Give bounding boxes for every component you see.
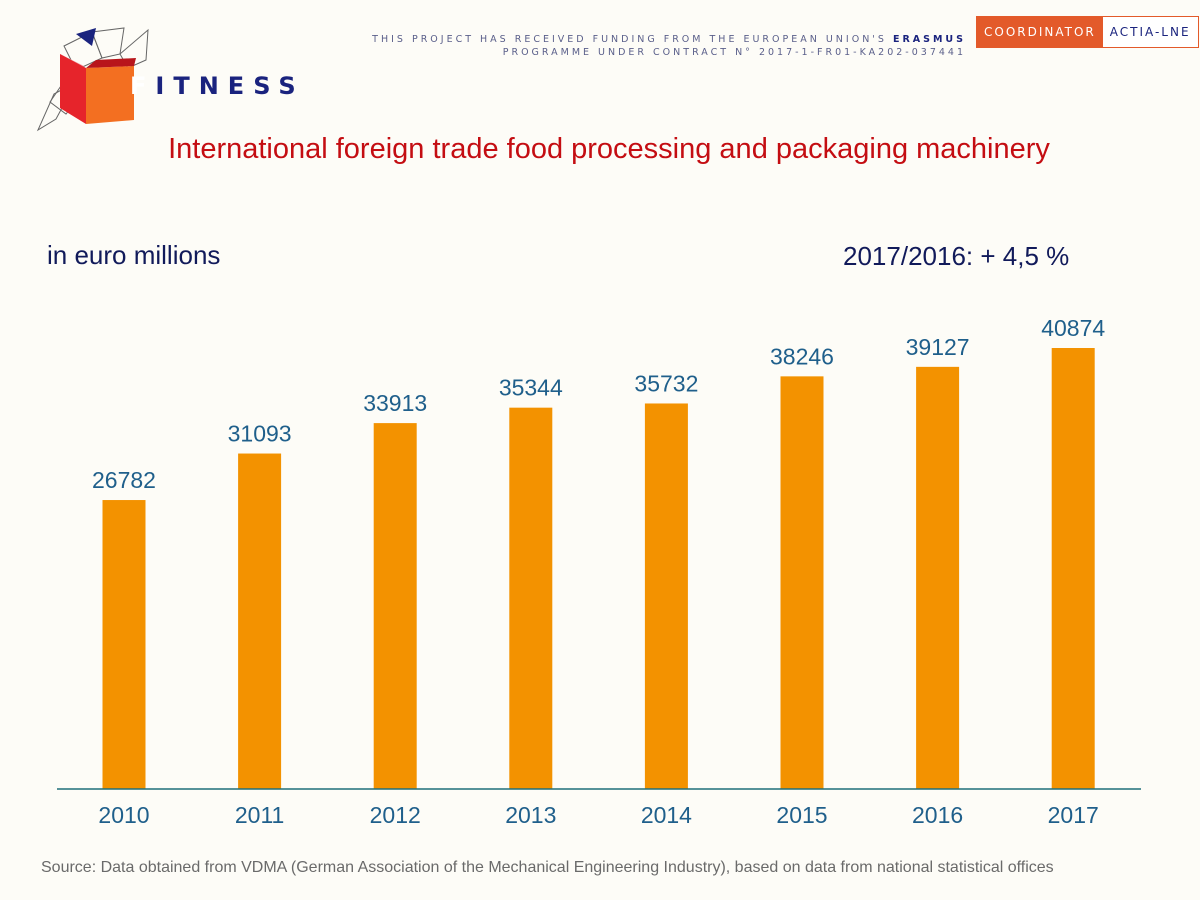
x-tick-2011: 2011 (235, 802, 284, 828)
bar-2010 (102, 500, 146, 789)
chart-title: International foreign trade food process… (168, 133, 1050, 165)
data-label-2016: 39127 (906, 334, 970, 360)
funding-notice: THIS PROJECT HAS RECEIVED FUNDING FROM T… (372, 33, 966, 59)
x-tick-2015: 2015 (776, 802, 827, 828)
bar-2013 (509, 407, 553, 789)
x-tick-2010: 2010 (98, 802, 149, 828)
data-label-2013: 35344 (499, 375, 563, 401)
data-label-2012: 33913 (363, 390, 427, 416)
brand-name: FITNESS (130, 72, 305, 100)
bar-2011 (238, 453, 282, 789)
data-label-2014: 35732 (634, 370, 698, 396)
data-label-2015: 38246 (770, 343, 834, 369)
data-label-2010: 26782 (92, 467, 156, 493)
x-tick-2016: 2016 (912, 802, 963, 828)
brand-rest: ITNESS (155, 72, 305, 100)
funding-erasmus: ERASMUS (892, 34, 966, 45)
logo-icon (36, 27, 149, 132)
coordinator-name: ACTIA-LNE (1109, 25, 1191, 39)
funding-line1: THIS PROJECT HAS RECEIVED FUNDING FROM T… (372, 34, 887, 45)
coordinator-label: COORDINATOR (977, 17, 1103, 47)
x-tick-2012: 2012 (370, 802, 421, 828)
funding-line2: PROGRAMME UNDER CONTRACT N° 2017-1-FR01-… (502, 47, 966, 58)
coordinator-badge: COORDINATOR ACTIA-LNE (976, 16, 1199, 48)
bar-2012 (373, 423, 417, 789)
bar-2015 (780, 376, 824, 789)
bar-2016 (916, 366, 960, 789)
source-note: Source: Data obtained from VDMA (German … (41, 859, 1054, 876)
x-tick-2017: 2017 (1048, 802, 1099, 828)
data-label-2017: 40874 (1041, 315, 1105, 341)
growth-annotation: 2017/2016: + 4,5 % (843, 241, 1070, 271)
brand-initial: F (130, 72, 156, 100)
bar-2017 (1051, 348, 1095, 789)
data-label-2011: 31093 (228, 421, 292, 447)
unit-label: in euro millions (47, 240, 221, 270)
x-tick-2013: 2013 (505, 802, 556, 828)
x-tick-2014: 2014 (641, 802, 692, 828)
bar-2014 (644, 403, 688, 789)
